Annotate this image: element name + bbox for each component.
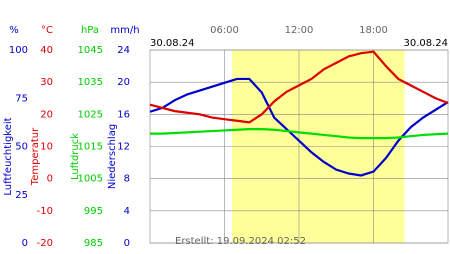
y-tick-label: -20 — [37, 238, 53, 249]
y-tick-label: 30 — [40, 77, 53, 88]
y-tick-label: 10 — [40, 142, 53, 153]
y-tick-label: 16 — [117, 109, 130, 120]
y-tick-label: 4 — [124, 206, 130, 217]
y-tick-label: 1045 — [78, 45, 103, 56]
y-tick-label: 75 — [15, 93, 28, 104]
created-note: Erstellt: 19.09.2024 02:52 — [175, 236, 306, 247]
y-tick-label: 1005 — [78, 174, 103, 185]
axis-title: Luftdruck — [70, 133, 81, 180]
axis-unit: mm/h — [110, 25, 139, 36]
y-tick-label: 25 — [15, 190, 28, 201]
axis-unit: % — [9, 25, 19, 36]
axis-unit: hPa — [81, 25, 99, 36]
y-tick-label: -10 — [37, 206, 53, 217]
axis-title: Temperatur — [30, 127, 41, 186]
y-tick-label: 1015 — [78, 142, 103, 153]
date-right: 30.08.24 — [403, 38, 448, 49]
date-left: 30.08.24 — [150, 38, 195, 49]
y-tick-label: 1025 — [78, 109, 103, 120]
y-tick-label: 20 — [40, 109, 53, 120]
axis-title: Niederschlag — [107, 124, 118, 189]
data-line — [150, 128, 449, 140]
y-tick-label: 995 — [84, 206, 103, 217]
y-tick-label: 0 — [22, 238, 28, 249]
x-tick-label: 12:00 — [285, 25, 314, 36]
y-tick-label: 0 — [124, 238, 130, 249]
y-tick-label: 1035 — [78, 77, 103, 88]
y-tick-label: 24 — [117, 45, 130, 56]
y-tick-label: 8 — [124, 174, 130, 185]
plot-border — [149, 49, 449, 244]
data-line — [149, 77, 449, 177]
y-tick-label: 0 — [47, 174, 53, 185]
axis-unit: °C — [41, 25, 53, 36]
y-tick-label: 20 — [117, 77, 130, 88]
x-tick-label: 18:00 — [359, 25, 388, 36]
y-tick-label: 100 — [9, 45, 28, 56]
axis-title: Luftfeuchtigkeit — [3, 117, 14, 195]
y-tick-label: 40 — [40, 45, 53, 56]
y-tick-label: 12 — [117, 142, 130, 153]
data-line — [149, 50, 449, 124]
y-tick-label: 985 — [84, 238, 103, 249]
y-tick-label: 50 — [15, 142, 28, 153]
x-tick-label: 06:00 — [210, 25, 239, 36]
